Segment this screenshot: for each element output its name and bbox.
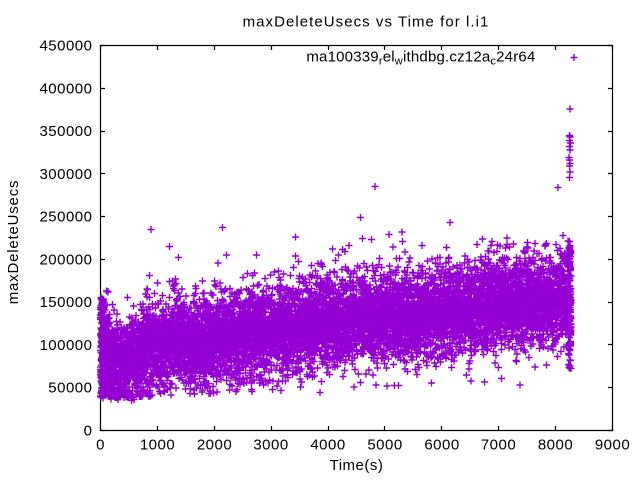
svg-text:7000: 7000	[481, 437, 516, 454]
svg-text:Time(s): Time(s)	[330, 457, 384, 474]
svg-text:maxDeleteUsecs: maxDeleteUsecs	[5, 180, 22, 305]
svg-text:250000: 250000	[39, 209, 92, 226]
svg-text:2000: 2000	[197, 437, 232, 454]
svg-text:3000: 3000	[253, 437, 288, 454]
svg-text:350000: 350000	[39, 123, 92, 140]
svg-text:0: 0	[96, 437, 105, 454]
svg-text:5000: 5000	[367, 437, 402, 454]
svg-text:300000: 300000	[39, 166, 92, 183]
svg-text:1000: 1000	[140, 437, 175, 454]
svg-text:ma100339relwithdbg.cz12ac24r64: ma100339relwithdbg.cz12ac24r64	[306, 49, 535, 68]
svg-text:450000: 450000	[39, 38, 92, 55]
svg-text:150000: 150000	[39, 294, 92, 311]
svg-text:100000: 100000	[39, 337, 92, 354]
svg-text:4000: 4000	[310, 437, 345, 454]
svg-text:9000: 9000	[595, 437, 630, 454]
svg-text:200000: 200000	[39, 252, 92, 269]
svg-text:8000: 8000	[538, 437, 573, 454]
svg-text:400000: 400000	[39, 81, 92, 98]
svg-text:0: 0	[84, 423, 93, 440]
svg-text:50000: 50000	[48, 380, 92, 397]
svg-text:maxDeleteUsecs vs Time for l.i: maxDeleteUsecs vs Time for l.i1	[243, 14, 490, 31]
svg-text:6000: 6000	[424, 437, 459, 454]
